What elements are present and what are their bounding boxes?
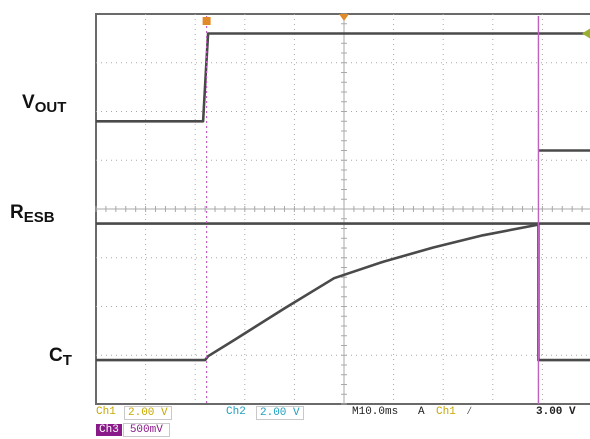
trigger-slope-icon: ∕	[466, 406, 473, 418]
timebase: M10.0ms	[352, 406, 399, 418]
trigger-mode: A	[418, 406, 425, 418]
ch3-status: Ch3 500mV	[96, 423, 170, 437]
resb-label: RESB	[10, 202, 55, 226]
graticule	[95, 13, 590, 405]
markers	[202, 14, 590, 39]
ch2-scale: 2.00 V	[256, 406, 304, 420]
trigger-position-marker	[339, 14, 349, 21]
ch3-label: Ch3	[96, 424, 122, 436]
ch1-level-marker	[582, 28, 590, 39]
ch3-scale: 500mV	[122, 423, 170, 437]
cursor-lines	[206, 16, 540, 404]
ch1-scale: 2.00 V	[124, 406, 172, 420]
ch1-label: Ch1	[96, 406, 116, 418]
scope-status-bar: Ch1 2.00 V Ch2 2.00 V M10.0ms A Ch1 ∕ 3.…	[96, 405, 590, 421]
ct-label: CT	[49, 345, 72, 369]
ch2-label: Ch2	[226, 406, 246, 418]
ch1-cursor-marker	[202, 17, 211, 25]
trigger-level: 3.00 V	[536, 406, 576, 418]
vout-label: VOUT	[22, 92, 67, 116]
trigger-source: Ch1	[436, 406, 456, 418]
waveform-traces	[96, 32, 590, 362]
